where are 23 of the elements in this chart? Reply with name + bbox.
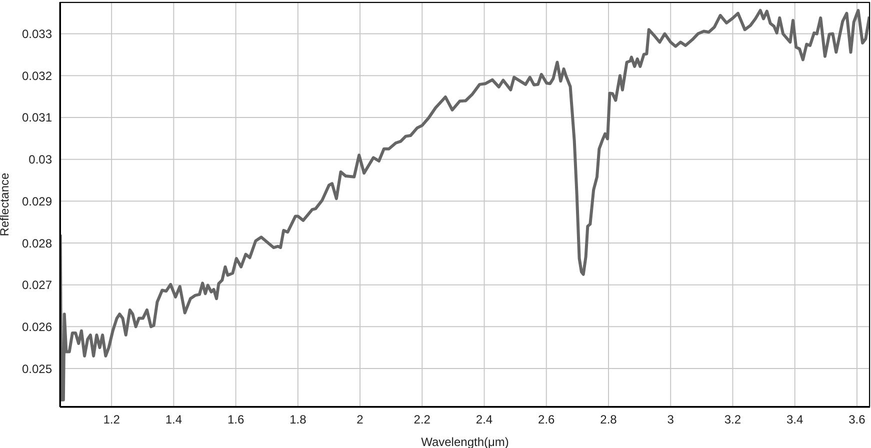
y-tick-label: 0.033 — [22, 27, 52, 42]
x-tick-label: 1.2 — [103, 412, 120, 427]
x-tick-label: 1.4 — [165, 412, 182, 427]
y-tick-label: 0.026 — [22, 320, 52, 334]
x-tick-label: 2.4 — [476, 412, 493, 427]
y-tick-label: 0.032 — [22, 68, 52, 83]
y-axis-title: Reflectance — [0, 172, 12, 236]
y-tick-label: 0.031 — [22, 110, 52, 125]
x-tick-label: 2 — [356, 412, 364, 427]
x-tick-label: 2.2 — [414, 412, 431, 427]
x-tick-label: 3.4 — [786, 412, 804, 427]
x-tick-label: 1.8 — [290, 412, 307, 427]
x-tick-label: 3 — [667, 412, 674, 427]
x-tick-label: 2.6 — [538, 412, 556, 427]
x-tick-label: 3.2 — [724, 412, 742, 427]
y-tick-label: 0.028 — [22, 236, 52, 250]
y-tick-label: 0.025 — [22, 362, 52, 376]
x-tick-label: 2.8 — [600, 412, 618, 427]
y-tick-label: 0.03 — [28, 152, 52, 167]
x-tick-label: 3.6 — [848, 412, 866, 427]
y-tick-label: 0.029 — [22, 194, 52, 208]
y-tick-label: 0.027 — [22, 278, 52, 292]
x-tick-label: 1.6 — [227, 412, 244, 427]
